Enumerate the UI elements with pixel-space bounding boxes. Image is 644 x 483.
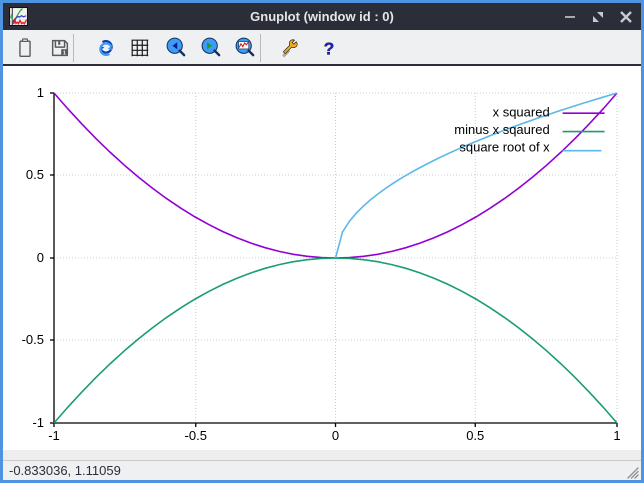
svg-text:0: 0	[332, 428, 339, 443]
svg-text:1: 1	[63, 50, 66, 56]
svg-text:0.5: 0.5	[26, 167, 44, 182]
svg-text:-0.5: -0.5	[185, 428, 207, 443]
svg-text:0.5: 0.5	[466, 428, 484, 443]
svg-text:0: 0	[37, 250, 44, 265]
svg-text:1: 1	[613, 428, 620, 443]
svg-text:minus x sqaured: minus x sqaured	[454, 122, 549, 137]
svg-text:?: ?	[324, 38, 335, 58]
svg-text:x squared: x squared	[493, 105, 550, 120]
svg-text:-1: -1	[48, 428, 60, 443]
svg-text:-1: -1	[32, 415, 44, 430]
svg-text:square root of x: square root of x	[459, 139, 550, 154]
svg-text:1: 1	[37, 85, 44, 100]
svg-text:-0.5: -0.5	[22, 332, 44, 347]
